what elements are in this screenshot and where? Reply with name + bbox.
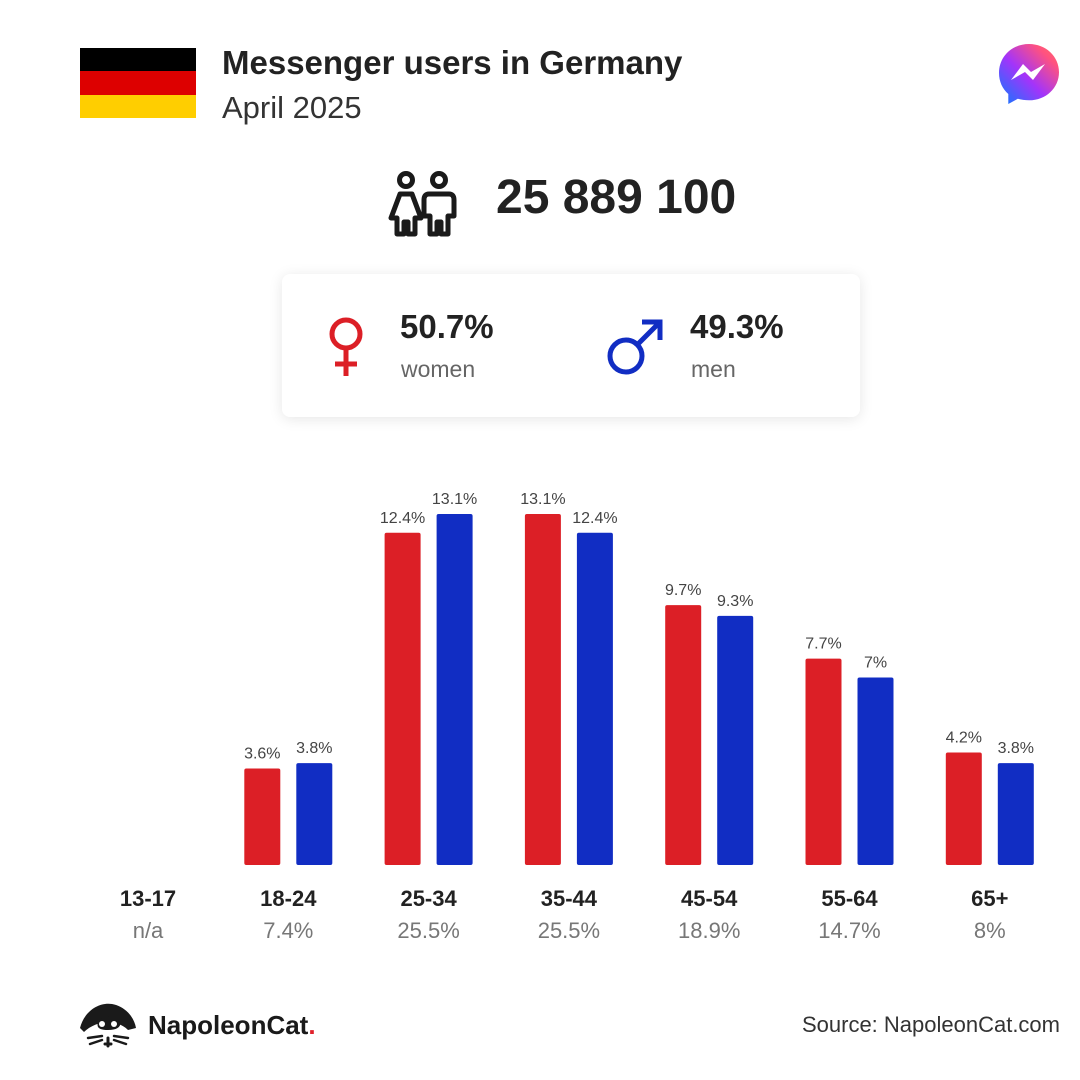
data-label-men-55-64: 7% (864, 654, 887, 671)
bar-women-55-64 (805, 658, 842, 865)
source-credit: Source: NapoleonCat.com (801, 1012, 1060, 1037)
women-label: women (401, 356, 476, 382)
category-label-35-44: 35-44 (541, 886, 598, 911)
data-label-men-18-24: 3.8% (296, 740, 332, 757)
bar-women-18-24 (244, 768, 281, 865)
data-label-men-25-34: 13.1% (432, 491, 477, 508)
bar-men-18-24 (296, 763, 333, 865)
brand-dot: . (308, 1010, 316, 1040)
bar-men-35-44 (576, 532, 613, 865)
napoleoncat-logo-icon (80, 1003, 136, 1048)
bar-men-65+ (997, 763, 1034, 865)
male-symbol-icon (607, 319, 663, 375)
category-total-45-54: 18.9% (678, 918, 740, 943)
flag-stripe-red (80, 71, 196, 95)
flag-stripe-gold (80, 94, 196, 118)
bar-men-45-54 (717, 615, 754, 865)
flag-stripe-black (80, 48, 196, 72)
page-title: Messenger users in Germany (222, 44, 683, 81)
bar-women-65+ (945, 752, 982, 865)
data-label-women-45-54: 9.7% (665, 582, 701, 599)
women-percentage: 50.7% (400, 308, 494, 345)
category-label-13-17: 13-17 (120, 886, 176, 911)
men-percentage: 49.3% (690, 308, 784, 345)
germany-flag (80, 48, 196, 118)
total-users-value: 25 889 100 (496, 171, 737, 224)
brand-name-text: NapoleonCat (148, 1010, 309, 1040)
category-label-18-24: 18-24 (260, 886, 317, 911)
data-label-women-25-34: 12.4% (380, 510, 425, 527)
category-label-25-34: 25-34 (400, 886, 457, 911)
bar-women-25-34 (384, 532, 421, 865)
category-label-45-54: 45-54 (681, 886, 738, 911)
bar-men-25-34 (436, 514, 473, 865)
category-label-65+: 65+ (971, 886, 1008, 911)
female-symbol-icon (329, 317, 363, 376)
bar-women-35-44 (524, 514, 561, 865)
data-label-women-65+: 4.2% (946, 729, 982, 746)
data-label-men-35-44: 12.4% (572, 510, 617, 527)
data-label-men-45-54: 9.3% (717, 593, 753, 610)
data-label-women-18-24: 3.6% (244, 746, 280, 763)
category-total-55-64: 14.7% (818, 918, 880, 943)
age-gender-bar-chart: 13-17 n/a 3.6% 3.8% 18-24 7.4% 12.4% 13.1% 25-34… (120, 491, 1034, 943)
category-label-55-64: 55-64 (821, 886, 878, 911)
gender-split-card: 50.7% women 49.3% men (282, 274, 860, 417)
men-label: men (691, 356, 736, 382)
category-total-18-24: 7.4% (263, 918, 313, 943)
brand-name: NapoleonCat. (148, 1010, 316, 1041)
category-total-13-17: n/a (133, 918, 164, 943)
messenger-logo-icon (999, 44, 1059, 104)
bar-men-55-64 (857, 677, 894, 865)
category-total-35-44: 25.5% (538, 918, 600, 943)
category-total-25-34: 25.5% (397, 918, 459, 943)
page-subtitle: April 2025 (222, 90, 362, 125)
bar-women-45-54 (665, 605, 702, 865)
category-total-65+: 8% (974, 918, 1006, 943)
people-icon (388, 171, 457, 237)
data-label-women-55-64: 7.7% (805, 636, 841, 653)
data-label-women-35-44: 13.1% (520, 491, 565, 508)
data-label-men-65+: 3.8% (998, 740, 1034, 757)
